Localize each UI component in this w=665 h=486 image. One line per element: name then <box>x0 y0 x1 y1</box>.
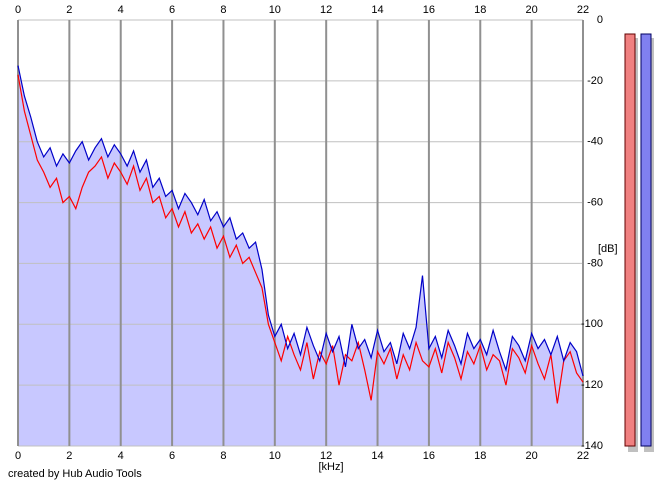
x-tick-label: 6 <box>169 450 175 462</box>
x-tick-label: 6 <box>169 4 175 16</box>
x-tick-label: 2 <box>66 450 72 462</box>
x-tick-label: 22 <box>577 450 589 462</box>
x-tick-label: 18 <box>474 4 486 16</box>
x-tick-label: 2 <box>66 4 72 16</box>
meters <box>624 33 654 452</box>
x-tick-label: 12 <box>320 450 332 462</box>
y-axis-label: [dB] <box>598 243 618 255</box>
x-tick-label: 12 <box>320 4 332 16</box>
x-tick-label: 10 <box>269 4 281 16</box>
x-tick-label: 0 <box>15 4 21 16</box>
footer: created by Hub Audio Tools <box>8 468 142 480</box>
y-tick-label: -120 <box>581 379 603 391</box>
y-tick-label: -60 <box>587 196 603 208</box>
x-tick-label: 0 <box>15 450 21 462</box>
x-axis-label: [kHz] <box>318 461 343 473</box>
y-tick-label: 0 <box>597 14 603 26</box>
plot-area <box>17 19 584 447</box>
x-tick-label: 16 <box>423 450 435 462</box>
y-tick-label: -20 <box>587 75 603 87</box>
spectrum-line <box>17 65 584 377</box>
x-tick-label: 4 <box>118 450 124 462</box>
x-tick-label: 20 <box>526 450 538 462</box>
spectrum-line <box>17 74 584 404</box>
x-tick-label: 10 <box>269 450 281 462</box>
x-tick-label: 16 <box>423 4 435 16</box>
y-tick-label: -40 <box>587 136 603 148</box>
left-meter <box>624 33 636 447</box>
y-tick-label: -80 <box>587 257 603 269</box>
x-tick-label: 4 <box>118 4 124 16</box>
y-tick-label: -140 <box>581 440 603 452</box>
x-tick-label: 22 <box>577 4 589 16</box>
x-tick-label: 18 <box>474 450 486 462</box>
y-tick-label: -100 <box>581 318 603 330</box>
x-tick-label: 8 <box>220 450 226 462</box>
x-tick-label: 14 <box>371 450 383 462</box>
right-meter <box>640 33 652 447</box>
x-tick-label: 20 <box>526 4 538 16</box>
spectrum-area <box>18 65 583 447</box>
x-tick-label: 8 <box>220 4 226 16</box>
x-tick-label: 14 <box>371 4 383 16</box>
